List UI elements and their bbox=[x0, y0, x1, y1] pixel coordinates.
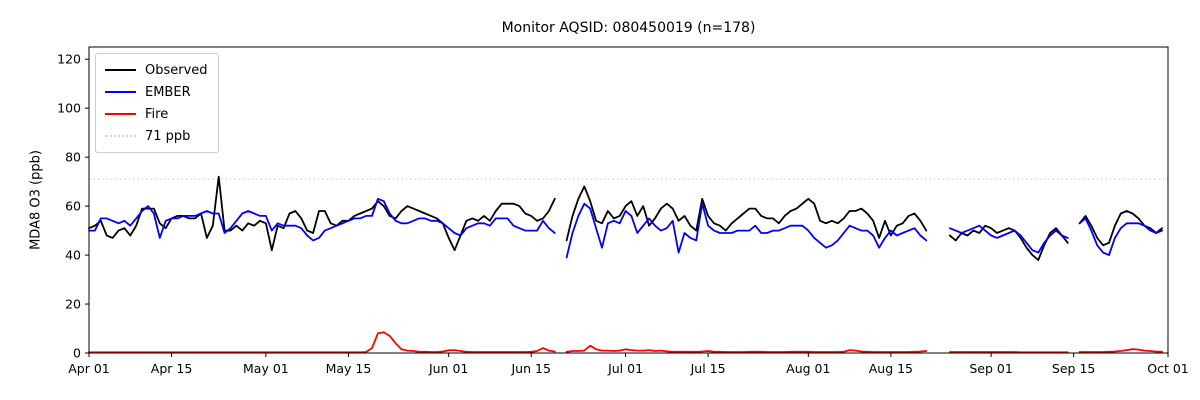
legend-line-swatch bbox=[105, 91, 136, 93]
y-tick-label: 20 bbox=[65, 297, 81, 312]
y-tick-label: 120 bbox=[57, 52, 81, 67]
x-tick-label: Jun 15 bbox=[511, 361, 551, 376]
legend-line-swatch bbox=[105, 69, 136, 71]
legend-item-71-ppb: 71 ppb bbox=[105, 125, 208, 147]
x-tick-label: May 01 bbox=[243, 361, 289, 376]
y-tick-label: 80 bbox=[65, 150, 81, 165]
x-tick-label: Apr 01 bbox=[68, 361, 110, 376]
legend-item-ember: EMBER bbox=[105, 81, 208, 103]
x-tick-label: Aug 15 bbox=[869, 361, 913, 376]
plot-border bbox=[88, 46, 1169, 354]
y-tick-label: 0 bbox=[73, 346, 81, 361]
series-observed-line bbox=[88, 175, 1163, 261]
legend-label: Observed bbox=[145, 62, 208, 78]
legend-item-fire: Fire bbox=[105, 103, 208, 125]
y-tick-label: 60 bbox=[65, 199, 81, 214]
x-tick-label: Jul 15 bbox=[690, 361, 726, 376]
legend-line-swatch bbox=[105, 135, 136, 137]
y-tick-label: 40 bbox=[65, 248, 81, 263]
x-tick-label: Jul 01 bbox=[607, 361, 643, 376]
legend: Observed EMBER Fire 71 ppb bbox=[95, 53, 219, 153]
x-tick-label: Apr 15 bbox=[151, 361, 193, 376]
legend-label: EMBER bbox=[145, 84, 191, 100]
legend-label: Fire bbox=[145, 106, 169, 122]
series-fire-line bbox=[88, 331, 1163, 354]
y-tick-label: 100 bbox=[57, 101, 81, 116]
x-tick-label: Sep 15 bbox=[1052, 361, 1095, 376]
x-tick-label: Oct 01 bbox=[1147, 361, 1189, 376]
legend-item-observed: Observed bbox=[105, 59, 208, 81]
x-tick-label: Sep 01 bbox=[969, 361, 1012, 376]
x-tick-label: Aug 01 bbox=[786, 361, 830, 376]
x-tick-label: May 15 bbox=[326, 361, 372, 376]
legend-label: 71 ppb bbox=[145, 128, 191, 144]
chart-title: Monitor AQSID: 080450019 (n=178) bbox=[501, 20, 756, 36]
series-ember-line bbox=[88, 197, 1163, 259]
x-tick-label: Jun 01 bbox=[428, 361, 468, 376]
legend-line-swatch bbox=[105, 113, 136, 115]
